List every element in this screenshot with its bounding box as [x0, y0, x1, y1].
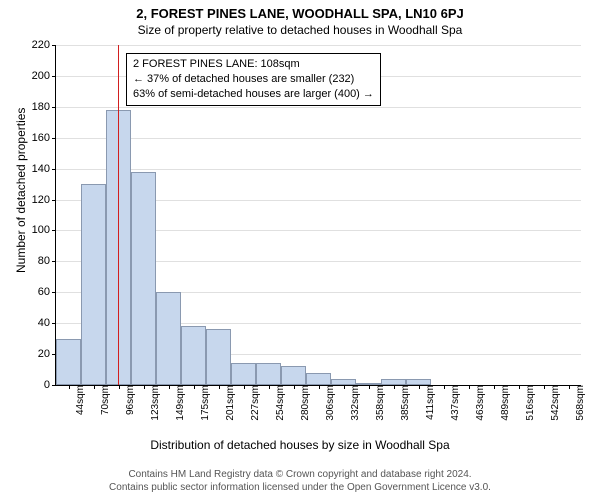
histogram-bar [306, 373, 331, 385]
xtick-label: 254sqm [273, 385, 286, 421]
xtick-label: 149sqm [173, 385, 186, 421]
chart-container: 2, FOREST PINES LANE, WOODHALL SPA, LN10… [0, 0, 600, 500]
x-axis-label: Distribution of detached houses by size … [0, 438, 600, 452]
xtick-label: 411sqm [423, 385, 436, 420]
xtick-label: 227sqm [248, 385, 261, 421]
gridline [56, 107, 581, 108]
ytick-label: 0 [44, 379, 56, 391]
info-box: 2 FOREST PINES LANE: 108sqm ← 37% of det… [126, 53, 381, 106]
xtick-mark [319, 385, 320, 389]
histogram-bar [81, 184, 106, 385]
reference-line [118, 45, 119, 385]
gridline [56, 169, 581, 170]
xtick-label: 358sqm [373, 385, 386, 421]
xtick-label: 201sqm [223, 385, 236, 421]
gridline [56, 138, 581, 139]
histogram-bar [181, 326, 206, 385]
xtick-mark [519, 385, 520, 389]
histogram-bar [231, 363, 256, 385]
xtick-label: 306sqm [323, 385, 336, 421]
ytick-label: 120 [32, 194, 56, 206]
caption-line1: Contains HM Land Registry data © Crown c… [0, 468, 600, 481]
xtick-label: 437sqm [448, 385, 461, 421]
histogram-bar [131, 172, 156, 385]
xtick-mark [94, 385, 95, 389]
xtick-label: 332sqm [348, 385, 361, 421]
caption: Contains HM Land Registry data © Crown c… [0, 468, 600, 494]
infobox-line2: ← 37% of detached houses are smaller (23… [133, 72, 374, 87]
xtick-mark [194, 385, 195, 389]
xtick-mark [444, 385, 445, 389]
histogram-bar [156, 292, 181, 385]
ytick-label: 100 [32, 224, 56, 236]
caption-line2: Contains public sector information licen… [0, 481, 600, 494]
ytick-label: 60 [38, 286, 56, 298]
page-title: 2, FOREST PINES LANE, WOODHALL SPA, LN10… [0, 0, 600, 21]
xtick-mark [269, 385, 270, 389]
xtick-label: 489sqm [498, 385, 511, 421]
infobox-line1: 2 FOREST PINES LANE: 108sqm [133, 57, 374, 72]
y-axis-label: Number of detached properties [14, 108, 28, 273]
xtick-mark [169, 385, 170, 389]
xtick-label: 123sqm [148, 385, 161, 421]
ytick-label: 140 [32, 163, 56, 175]
xtick-mark [544, 385, 545, 389]
xtick-label: 516sqm [523, 385, 536, 421]
xtick-mark [394, 385, 395, 389]
ytick-label: 160 [32, 132, 56, 144]
xtick-label: 280sqm [298, 385, 311, 421]
xtick-label: 70sqm [98, 385, 111, 415]
histogram-bar [106, 110, 131, 385]
xtick-label: 44sqm [73, 385, 86, 415]
ytick-label: 20 [38, 348, 56, 360]
xtick-label: 463sqm [473, 385, 486, 421]
xtick-mark [219, 385, 220, 389]
xtick-mark [119, 385, 120, 389]
xtick-label: 96sqm [123, 385, 136, 415]
xtick-label: 542sqm [548, 385, 561, 421]
page-subtitle: Size of property relative to detached ho… [0, 21, 600, 37]
xtick-mark [569, 385, 570, 389]
xtick-mark [369, 385, 370, 389]
xtick-label: 385sqm [398, 385, 411, 421]
ytick-label: 220 [32, 39, 56, 51]
histogram-bar [256, 363, 281, 385]
xtick-mark [244, 385, 245, 389]
histogram-bar [56, 339, 81, 385]
ytick-label: 40 [38, 317, 56, 329]
ytick-label: 200 [32, 70, 56, 82]
gridline [56, 45, 581, 46]
histogram-bar [206, 329, 231, 385]
xtick-mark [419, 385, 420, 389]
histogram-bar [281, 366, 306, 385]
xtick-mark [469, 385, 470, 389]
infobox-line3: 63% of semi-detached houses are larger (… [133, 87, 374, 102]
ytick-label: 80 [38, 255, 56, 267]
xtick-mark [69, 385, 70, 389]
xtick-mark [144, 385, 145, 389]
plot-area: 02040608010012014016018020022044sqm70sqm… [55, 45, 581, 386]
xtick-label: 175sqm [198, 385, 211, 421]
xtick-mark [294, 385, 295, 389]
ytick-label: 180 [32, 101, 56, 113]
xtick-mark [494, 385, 495, 389]
xtick-label: 568sqm [573, 385, 586, 421]
xtick-mark [344, 385, 345, 389]
